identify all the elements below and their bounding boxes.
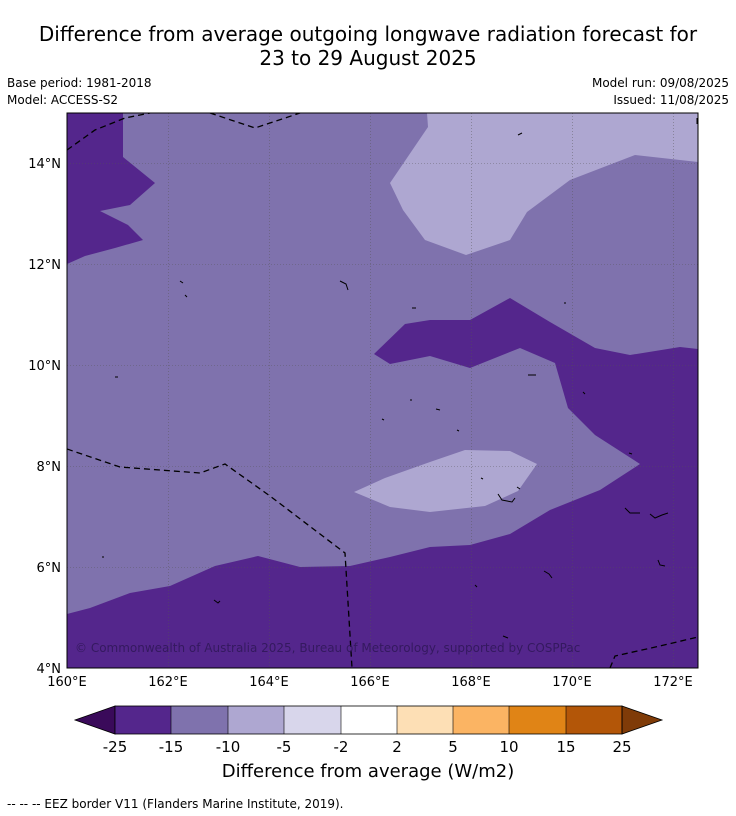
base-period-text: Base period: 1981-2018 <box>7 76 152 90</box>
colorbar-tick-label: 5 <box>448 738 458 756</box>
band-minus10-to-minus5-north <box>390 113 698 255</box>
colorbar-tick-label: 10 <box>499 738 518 756</box>
colorbar-swatch <box>284 706 341 734</box>
colorbar-swatch <box>228 706 284 734</box>
anomaly-field: © Commonwealth of Australia 2025, Bureau… <box>67 113 698 668</box>
colorbar-tick-label: -25 <box>103 738 128 756</box>
island-coastlines <box>102 118 698 639</box>
lat-tick-label: 4°N <box>37 662 62 677</box>
colorbar-frame <box>114 705 623 735</box>
lon-tick-label: 166°E <box>350 675 390 690</box>
eez-border-footnote: -- -- -- EEZ border V11 (Flanders Marine… <box>7 797 344 811</box>
chart-title: Difference from average outgoing longwav… <box>0 22 736 70</box>
colorbar: -25 -15 -10 -5 -2 2 5 10 15 25 <box>73 705 664 756</box>
colorbar-swatch <box>509 706 566 734</box>
model-name-text: Model: ACCESS-S2 <box>7 93 119 107</box>
lon-tick-label: 162°E <box>148 675 188 690</box>
colorbar-tick-label: -15 <box>159 738 184 756</box>
map-gridlines <box>67 113 698 668</box>
lon-tick-label: 168°E <box>451 675 491 690</box>
lat-tick-label: 10°N <box>28 359 61 374</box>
colorbar-tick-label: -10 <box>216 738 241 756</box>
colorbar-tick-label: -2 <box>334 738 349 756</box>
colorbar-swatch <box>171 706 228 734</box>
colorbar-tick-label: 15 <box>556 738 575 756</box>
model-info-left: Base period: 1981-2018 Model: ACCESS-S2 <box>7 75 152 109</box>
colorbar-swatch <box>397 706 453 734</box>
lat-tick-label: 6°N <box>37 561 62 576</box>
lon-tick-label: 160°E <box>47 675 87 690</box>
title-line-1: Difference from average outgoing longwav… <box>38 22 698 46</box>
colorbar-extend-high <box>621 705 664 735</box>
band-minus25-to-minus15-south <box>67 298 698 668</box>
issued-date-text: Issued: 11/08/2025 <box>613 93 729 107</box>
longitude-axis: 160°E 162°E 164°E 166°E 168°E 170°E 172°… <box>47 675 693 690</box>
colorbar-swatch <box>453 706 509 734</box>
lon-tick-label: 164°E <box>249 675 289 690</box>
colorbar-axis-label: Difference from average (W/m2) <box>221 761 515 782</box>
eez-border-lines <box>67 113 698 668</box>
colorbar-swatch <box>115 706 171 734</box>
title-line-2: 23 to 29 August 2025 <box>259 46 477 70</box>
map-frame <box>66 112 699 669</box>
lat-tick-label: 8°N <box>37 460 62 475</box>
latitude-axis: 4°N 6°N 8°N 10°N 12°N 14°N <box>28 157 61 677</box>
lon-tick-label: 172°E <box>653 675 693 690</box>
lat-tick-label: 12°N <box>28 258 61 273</box>
lon-tick-label: 170°E <box>552 675 592 690</box>
colorbar-tick-label: -5 <box>277 738 292 756</box>
band-minus25-to-minus15-northwest <box>67 113 155 264</box>
colorbar-tick-label: 25 <box>612 738 631 756</box>
colorbar-swatch <box>341 706 397 734</box>
band-minus10-to-minus5-center <box>354 450 537 512</box>
model-info-right: Model run: 09/08/2025 Issued: 11/08/2025 <box>592 75 729 109</box>
colorbar-extend-low <box>73 705 116 735</box>
copyright-watermark: © Commonwealth of Australia 2025, Bureau… <box>75 641 580 655</box>
lat-tick-label: 14°N <box>28 157 61 172</box>
colorbar-swatch <box>566 706 622 734</box>
model-run-text: Model run: 09/08/2025 <box>591 76 729 90</box>
colorbar-tick-label: 2 <box>392 738 402 756</box>
